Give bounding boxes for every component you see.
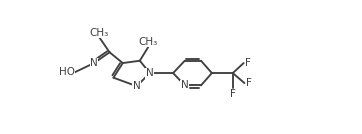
Text: N: N — [146, 68, 154, 78]
Text: F: F — [230, 89, 236, 99]
Text: F: F — [246, 78, 252, 88]
Text: F: F — [245, 58, 251, 68]
Text: HO: HO — [59, 67, 75, 77]
Text: N: N — [133, 81, 140, 91]
Text: CH₃: CH₃ — [139, 37, 158, 47]
Text: N: N — [90, 58, 98, 68]
Text: CH₃: CH₃ — [90, 28, 109, 38]
Text: N: N — [181, 80, 189, 90]
